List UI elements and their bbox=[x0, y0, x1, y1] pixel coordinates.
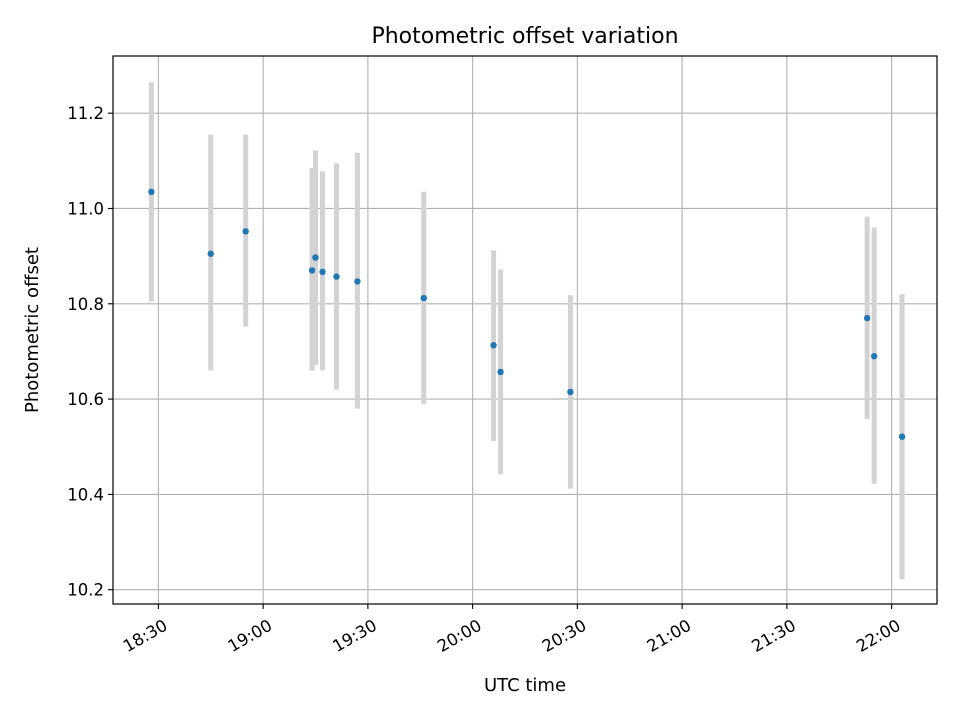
data-point bbox=[319, 268, 326, 276]
data-point bbox=[490, 342, 497, 349]
grid bbox=[113, 56, 937, 604]
y-axis-label: Photometric offset bbox=[22, 247, 43, 413]
data-point bbox=[308, 267, 316, 274]
x-axis-label: UTC time bbox=[484, 675, 566, 696]
data-points bbox=[148, 188, 906, 440]
data-point bbox=[207, 250, 214, 257]
data-point bbox=[898, 433, 906, 440]
y-tick-label: 10.4 bbox=[67, 485, 104, 504]
data-point bbox=[333, 273, 340, 280]
y-tick-label: 11.2 bbox=[67, 104, 104, 123]
data-point bbox=[870, 353, 878, 360]
chart-title: Photometric offset variation bbox=[371, 24, 678, 49]
data-point bbox=[567, 388, 574, 396]
data-point bbox=[497, 368, 504, 376]
data-point bbox=[863, 314, 871, 322]
data-point bbox=[312, 254, 319, 261]
y-tick-label: 11.0 bbox=[67, 199, 104, 218]
y-tick-label: 10.2 bbox=[67, 581, 104, 600]
plot-frame bbox=[112, 55, 938, 605]
y-tick-label: 10.8 bbox=[67, 295, 104, 314]
data-point bbox=[242, 228, 249, 235]
data-point bbox=[420, 294, 427, 302]
data-point bbox=[354, 278, 361, 285]
data-point bbox=[148, 188, 155, 196]
y-tick-label: 10.6 bbox=[67, 390, 104, 409]
